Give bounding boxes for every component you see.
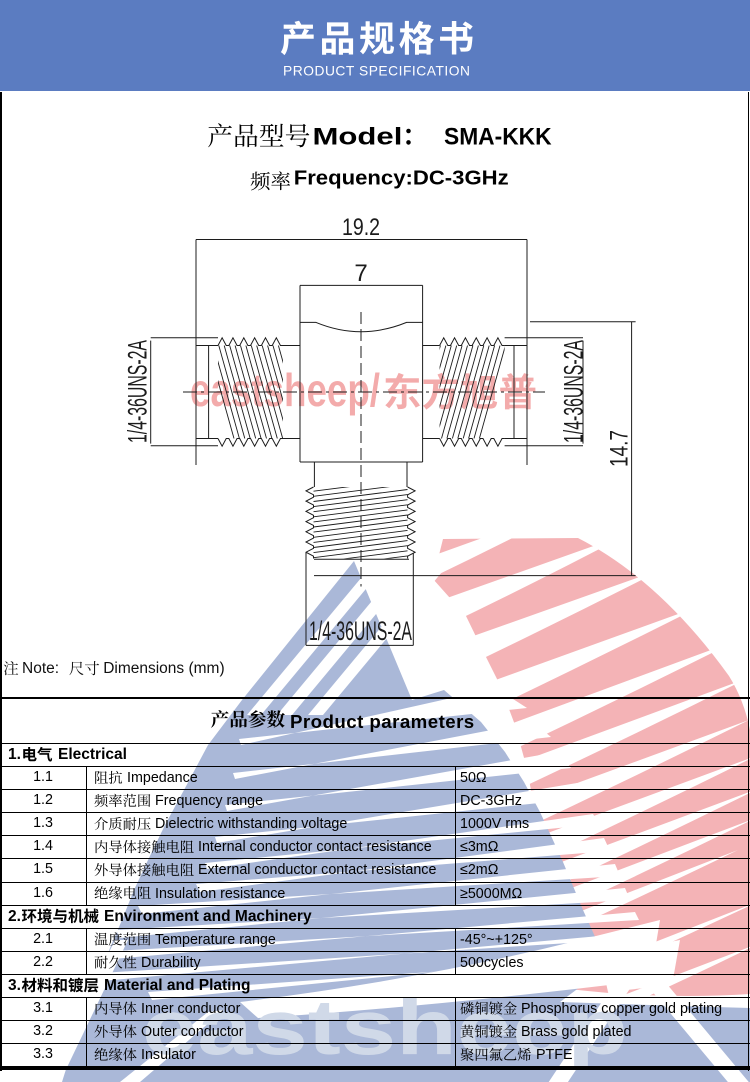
svg-text:1/4-36UNS-2A: 1/4-36UNS-2A [559,340,589,443]
svg-text:PRODUCT SPECIFICATION: PRODUCT SPECIFICATION [283,63,470,78]
svg-text:1/4-36UNS-2A: 1/4-36UNS-2A [123,340,153,443]
svg-text:7: 7 [354,260,367,287]
svg-text:Model: Model [313,123,403,150]
svg-text:Dimensions (mm): Dimensions (mm) [103,660,224,677]
svg-text:19.2: 19.2 [342,214,380,241]
svg-text:Note:: Note: [22,660,59,677]
svg-text:14.7: 14.7 [606,430,634,467]
svg-text:eastsheep/: eastsheep/ [190,364,380,416]
svg-text:SMA-KKK: SMA-KKK [444,123,552,150]
svg-text:Frequency:DC-3GHz: Frequency:DC-3GHz [294,167,509,190]
svg-text:1/4-36UNS-2A: 1/4-36UNS-2A [309,616,412,646]
